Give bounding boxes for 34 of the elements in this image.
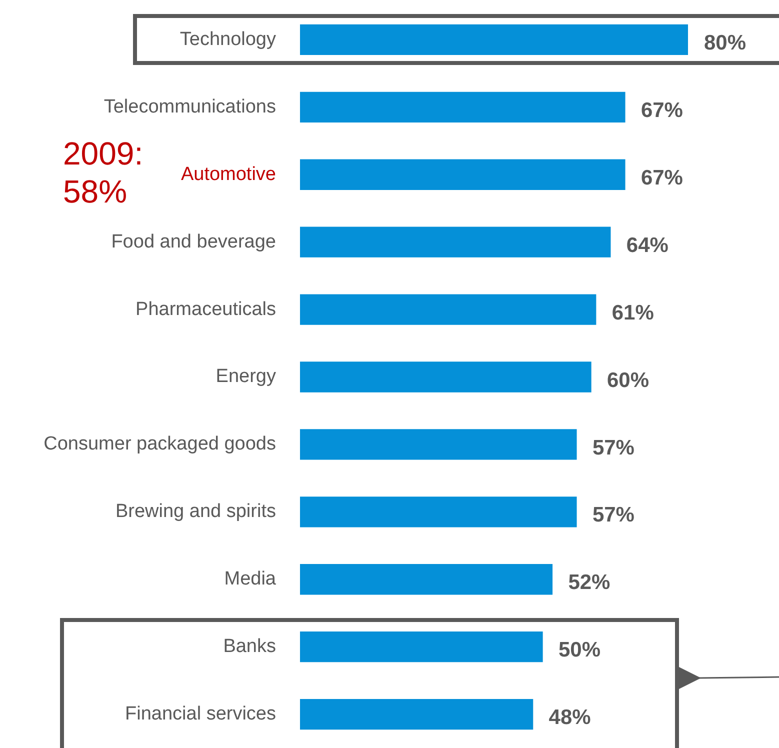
y-tick-label: Banks (223, 636, 276, 658)
data-label: 50% (558, 638, 601, 662)
bar (300, 362, 592, 392)
data-label: 57% (592, 504, 635, 527)
data-label: 60% (607, 368, 650, 392)
y-tick-label: Technology (180, 28, 276, 50)
bar (300, 294, 596, 325)
y-tick-label: Telecommunications (104, 96, 276, 118)
bar (300, 496, 577, 528)
y-tick-label: Automotive (180, 164, 276, 185)
y-tick-label: Financial services (125, 704, 276, 725)
y-tick-label: Energy (216, 366, 276, 388)
y-tick-label: Media (224, 568, 276, 590)
data-label: 48% (548, 706, 592, 730)
y-tick-label: Food and beverage (111, 231, 276, 252)
bar (300, 698, 534, 730)
bar (300, 92, 626, 123)
y-tick-label: Consumer packaged goods (44, 434, 276, 455)
bar (300, 159, 626, 190)
data-label: 57% (592, 436, 635, 460)
bar (300, 564, 553, 595)
y-tick-label: Brewing and spirits (115, 501, 276, 522)
bar (300, 226, 611, 258)
bar (300, 631, 543, 662)
data-label: 64% (626, 234, 669, 257)
text: 2009: 58% (63, 135, 144, 210)
bar (300, 24, 688, 56)
bar (300, 429, 577, 460)
data-label: 80% (704, 32, 746, 55)
data-label: 67% (640, 98, 684, 122)
data-label: 67% (640, 166, 684, 190)
data-label: 52% (568, 571, 611, 594)
data-label: 61% (612, 301, 654, 324)
y-tick-label: Pharmaceuticals (136, 298, 276, 320)
